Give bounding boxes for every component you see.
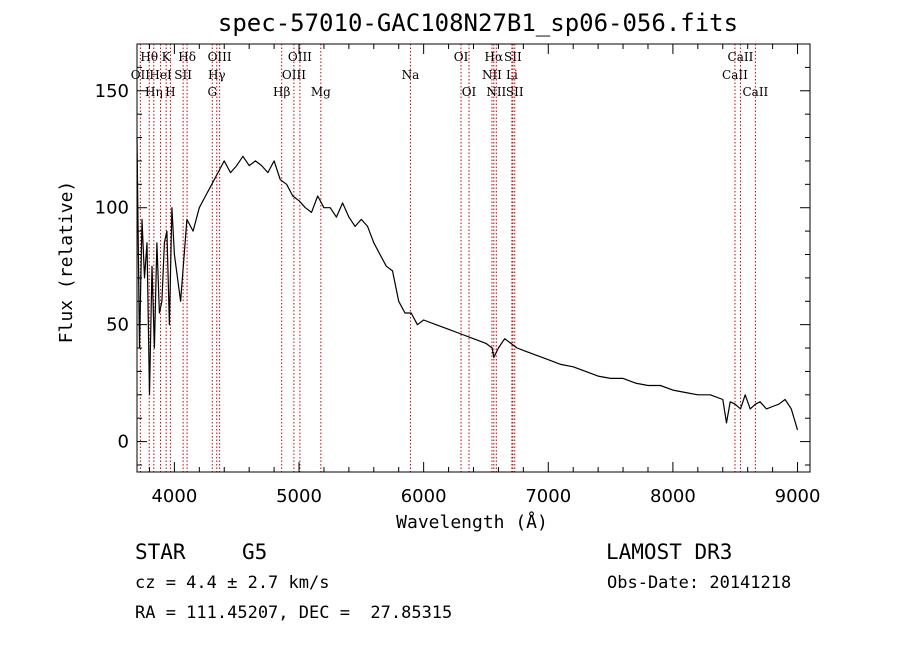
object-class: STAR <box>135 540 186 564</box>
plot-frame <box>136 43 811 473</box>
chart-title: spec-57010-GAC108N27B1_sp06-056.fits <box>218 9 738 37</box>
x-axis: 4000 5000 6000 7000 8000 9000 <box>148 44 821 507</box>
spectral-line-label: H <box>165 85 175 99</box>
spectral-line-label: K <box>162 50 172 64</box>
spectral-line-label: Mg <box>311 85 331 99</box>
y-tick-label: 50 <box>106 315 129 336</box>
spectral-line-label: Hθ <box>140 50 158 64</box>
spectral-line-label: G <box>207 85 217 99</box>
spectral-line-label: OI <box>462 85 477 99</box>
spectral-line-label: Hδ <box>178 50 196 64</box>
x-tick-label: 6000 <box>401 486 447 507</box>
spectral-line-label: Hη <box>145 85 163 99</box>
spectral-line-label: CaII <box>722 68 748 82</box>
spectral-line-label: Na <box>402 68 420 82</box>
spectral-line-label: OIII <box>282 68 306 82</box>
spectral-line-label: Hγ <box>208 68 226 82</box>
y-axis: 0 50 100 150 <box>95 43 810 466</box>
sky-coordinates: RA = 111.45207, DEC = 27.85315 <box>135 603 453 623</box>
spectral-line-label: CaII <box>728 50 754 64</box>
x-tick-label: 7000 <box>525 486 571 507</box>
x-tick-label: 9000 <box>775 486 821 507</box>
spectral-lines: OII Hθ Hη HeI K H SII Hδ G Hγ OIII Hβ OIII OIII Mg Na OI… <box>131 44 769 472</box>
spectral-line-label: OIII <box>208 50 232 64</box>
spectral-line-label: NII <box>482 68 502 82</box>
spectral-line-label: Hα <box>485 50 504 64</box>
spectral-line-label: HeI <box>149 68 172 82</box>
spectral-line-label: Li <box>506 68 518 82</box>
y-tick-label: 100 <box>95 198 129 219</box>
spectrum-series <box>136 137 799 431</box>
observation-date: Obs-Date: 20141218 <box>607 573 792 593</box>
survey-name: LAMOST DR3 <box>606 540 733 564</box>
y-tick-label: 0 <box>118 432 129 453</box>
x-axis-label: Wavelength (Å) <box>396 511 548 533</box>
redshift-velocity: cz = 4.4 ± 2.7 km/s <box>135 573 330 593</box>
spectrum-line <box>136 137 799 431</box>
spectral-line-label: SII <box>506 85 524 99</box>
spectral-line-label: Hβ <box>273 85 290 99</box>
spectral-line-label: SII <box>174 68 192 82</box>
spectral-line-label: OII <box>131 68 151 82</box>
object-subclass: G5 <box>242 540 268 564</box>
y-tick-label: 150 <box>95 81 129 102</box>
spectral-line-label: OIII <box>288 50 312 64</box>
spectral-line-label: NII <box>486 85 506 99</box>
spectral-line-label: CaII <box>742 85 768 99</box>
x-tick-label: 8000 <box>650 486 696 507</box>
spectral-line-label: OI <box>454 50 469 64</box>
spectral-line-label: SII <box>504 50 522 64</box>
y-axis-label: Flux (relative) <box>56 181 77 344</box>
x-tick-label: 5000 <box>276 486 322 507</box>
x-tick-label: 4000 <box>151 486 197 507</box>
